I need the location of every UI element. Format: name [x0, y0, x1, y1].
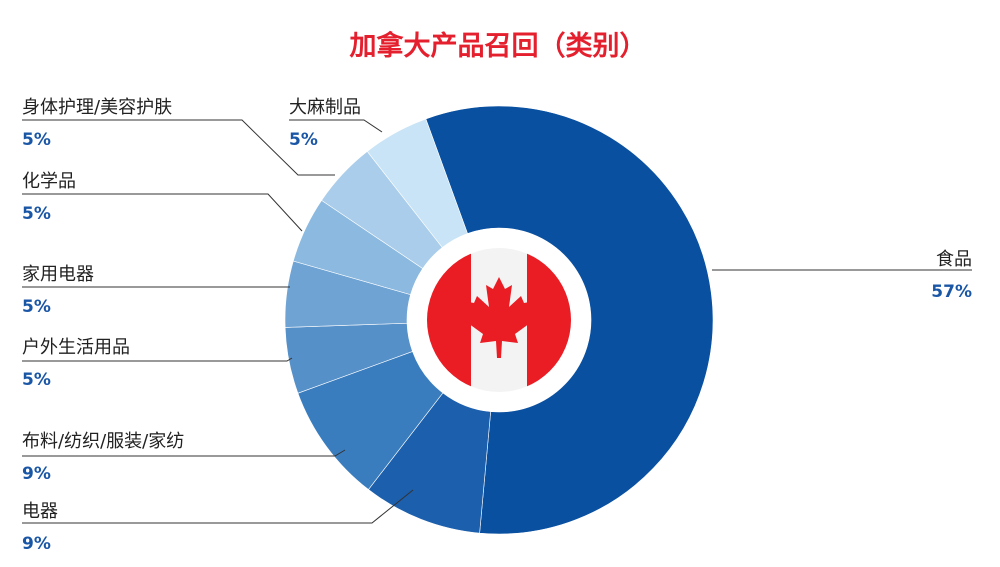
slice-value-label-3: 5%: [22, 370, 51, 390]
slice-value-label-4: 5%: [22, 297, 51, 317]
slice-value-label-6: 5%: [22, 130, 51, 150]
maple-leaf-icon: [461, 277, 537, 358]
canada-flag-icon: [427, 248, 571, 392]
slice-label-5: 化学品: [22, 171, 76, 192]
leader-line-7: [289, 119, 383, 133]
slice-value-label-1: 9%: [22, 534, 51, 554]
slice-label-7: 大麻制品: [289, 97, 361, 118]
leader-line-3: [22, 357, 293, 362]
slice-label-4: 家用电器: [22, 264, 94, 285]
slice-label-2: 布料/纺织/服装/家纺: [22, 431, 184, 452]
leader-lines: [22, 119, 972, 524]
center-badge: [407, 228, 591, 412]
slice-value-label-5: 5%: [22, 204, 51, 224]
slice-label-0: 食品: [936, 249, 972, 270]
leader-line-2: [22, 449, 346, 457]
leader-line-6: [22, 119, 335, 176]
slice-value-label-0: 57%: [931, 282, 972, 302]
slice-label-6: 身体护理/美容护肤: [22, 97, 172, 118]
leader-line-1: [22, 489, 414, 524]
leader-line-5: [22, 193, 303, 232]
chart-title: 加拿大产品召回（类别）: [350, 30, 647, 62]
pie-slices: [284, 105, 714, 535]
slice-value-label-7: 5%: [289, 130, 318, 150]
slice-value-label-2: 9%: [22, 464, 51, 484]
slice-label-1: 电器: [22, 501, 58, 522]
slice-label-3: 户外生活用品: [22, 337, 130, 358]
slice-labels: 食品 57% 电器 9% 布料/纺织/服装/家纺 9% 户外生活用品 5% 家用电器 5% 化学品 5…: [22, 97, 972, 554]
